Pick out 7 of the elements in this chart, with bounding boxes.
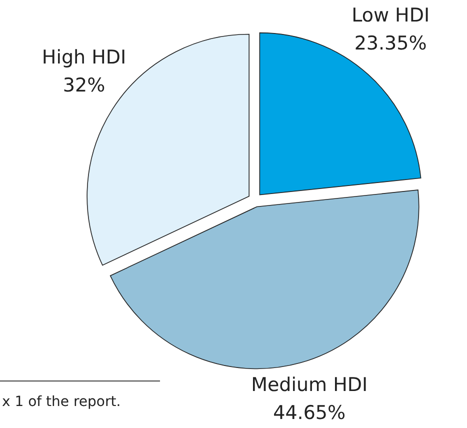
text: x 1 of the report. bbox=[2, 394, 121, 410]
slice-label: Medium HDI bbox=[251, 374, 368, 396]
slice-label: High HDI bbox=[42, 46, 126, 68]
data-label: 32% bbox=[62, 74, 106, 96]
data-label: 44.65% bbox=[273, 402, 346, 424]
slice-label: Low HDI bbox=[352, 4, 430, 27]
data-label: 23.35% bbox=[354, 32, 427, 55]
